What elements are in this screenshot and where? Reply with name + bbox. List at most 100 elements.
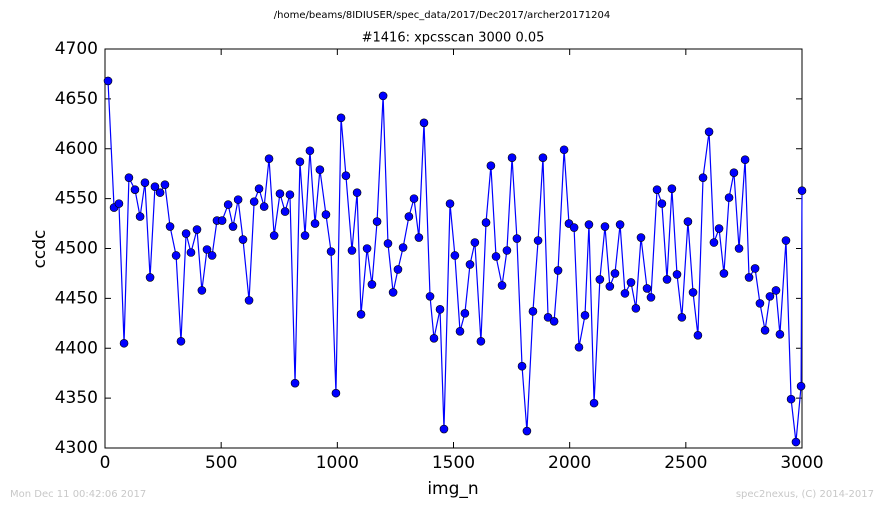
data-point <box>192 225 202 234</box>
data-point <box>775 329 785 339</box>
x-axis-label: img_n <box>427 479 478 499</box>
data-point <box>223 200 233 209</box>
y-tick-label: 4650 <box>55 89 98 109</box>
data-point <box>269 231 279 240</box>
y-tick-label: 4700 <box>55 39 98 59</box>
data-point <box>310 219 320 228</box>
data-point <box>315 165 325 174</box>
data-point <box>657 199 667 208</box>
data-point <box>378 91 388 101</box>
data-point <box>771 286 781 295</box>
data-point <box>677 313 687 322</box>
data-point <box>290 378 300 388</box>
data-point <box>135 212 145 221</box>
data-point <box>264 154 274 164</box>
data-point <box>698 173 708 182</box>
data-point <box>796 381 806 391</box>
data-point <box>305 146 315 156</box>
data-point <box>372 217 382 226</box>
data-point <box>450 251 460 260</box>
data-point <box>362 244 372 253</box>
data-point <box>140 178 150 187</box>
data-point <box>404 212 414 221</box>
data-point <box>425 292 435 301</box>
x-tick-label: 500 <box>205 453 237 473</box>
data-point <box>517 361 527 371</box>
data-point <box>589 398 599 408</box>
data-point <box>244 296 254 305</box>
data-point <box>259 202 269 211</box>
data-point <box>481 218 491 227</box>
data-point <box>533 236 543 245</box>
data-point <box>688 288 698 297</box>
data-point <box>740 155 750 165</box>
data-point <box>569 223 579 232</box>
data-point <box>714 224 724 233</box>
data-point <box>176 336 186 346</box>
y-tick-label: 4400 <box>55 338 98 358</box>
y-tick-label: 4600 <box>55 139 98 159</box>
data-point <box>455 326 465 336</box>
data-point <box>124 173 134 182</box>
data-point <box>145 273 155 282</box>
data-point <box>114 199 124 208</box>
data-point <box>667 184 677 193</box>
data-point <box>549 317 559 326</box>
data-point <box>636 233 646 242</box>
data-point <box>734 244 744 253</box>
x-tick-label: 1500 <box>432 453 475 473</box>
series-line <box>107 80 803 443</box>
data-point <box>704 127 714 137</box>
data-point <box>460 309 470 318</box>
data-point <box>502 246 512 255</box>
y-tick-label: 4450 <box>55 288 98 308</box>
data-point <box>584 220 594 229</box>
data-point <box>347 246 357 255</box>
data-point <box>155 188 165 197</box>
data-point <box>207 251 217 260</box>
data-point <box>414 233 424 242</box>
data-point <box>398 243 408 252</box>
data-point <box>130 185 140 194</box>
data-point <box>445 199 455 208</box>
data-point <box>119 338 129 348</box>
data-point <box>238 235 248 244</box>
data-point <box>150 182 160 191</box>
data-point <box>202 245 212 254</box>
data-point <box>574 342 584 352</box>
data-point <box>797 186 807 195</box>
data-point <box>352 188 362 197</box>
data-point <box>217 216 227 225</box>
data-point <box>744 273 754 282</box>
data-point <box>419 118 429 128</box>
data-point <box>615 220 625 229</box>
data-point <box>553 266 563 275</box>
x-tick-label: 1000 <box>316 453 359 473</box>
data-point <box>285 190 295 199</box>
data-point <box>538 153 548 163</box>
data-point <box>781 236 791 245</box>
y-tick-label: 4550 <box>55 189 98 209</box>
chart-title: /home/beams/8IDIUSER/spec_data/2017/Dec2… <box>274 10 610 21</box>
footer-credit: spec2nexus, (C) 2014-2017 <box>736 489 874 500</box>
data-point <box>233 195 243 204</box>
data-point <box>331 388 341 398</box>
data-point <box>341 171 351 180</box>
data-point <box>620 289 630 298</box>
data-point <box>559 145 569 155</box>
data-point <box>724 193 734 202</box>
data-point <box>642 284 652 293</box>
data-point <box>388 288 398 297</box>
data-point <box>197 286 207 295</box>
data-point <box>662 275 672 284</box>
data-point <box>160 180 170 189</box>
data-point <box>765 292 775 301</box>
data-point <box>393 265 403 274</box>
footer-date: Mon Dec 11 00:42:06 2017 <box>10 489 146 500</box>
data-point <box>171 251 181 260</box>
data-point <box>435 305 445 314</box>
data-point <box>646 293 656 302</box>
data-point <box>683 217 693 226</box>
data-point <box>755 299 765 308</box>
